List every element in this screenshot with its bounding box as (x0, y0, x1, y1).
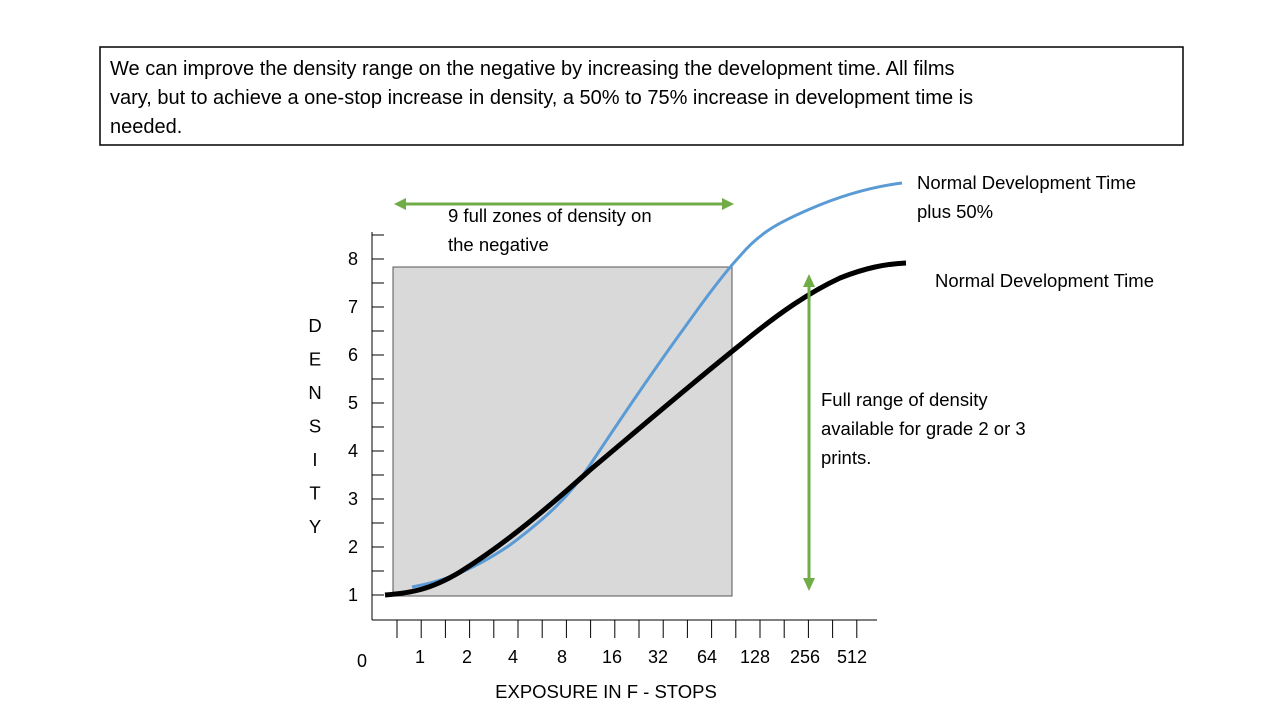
y-axis-letter: Y (309, 516, 321, 537)
blue-curve (411, 181, 903, 589)
x-tick-label: 4 (508, 647, 518, 667)
labels: We can improve the density range on the … (110, 58, 1154, 702)
y-axis-letter: E (309, 349, 321, 370)
y-tick-label: 4 (348, 441, 358, 461)
y-tick-label: 8 (348, 249, 358, 269)
tick-marks (372, 234, 858, 638)
blue-curve-label: Normal Development Time (917, 172, 1136, 193)
x-tick-label: 8 (557, 647, 567, 667)
range-arrow (803, 274, 815, 591)
y-tick-label: 7 (348, 297, 358, 317)
x-tick-label: 256 (790, 647, 820, 667)
x-tick-label: 64 (697, 647, 717, 667)
x-tick-label: 1 (415, 647, 425, 667)
y-tick-label: 3 (348, 489, 358, 509)
black-curve-label: Normal Development Time (935, 270, 1154, 291)
blue-curve-label: plus 50% (917, 201, 993, 222)
y-axis-letter: D (308, 315, 321, 336)
x-tick-label: 2 (462, 647, 472, 667)
text-box (99, 46, 1184, 146)
y-axis-letter: S (309, 416, 321, 437)
y-tick-label: 2 (348, 537, 358, 557)
header-line: vary, but to achieve a one-stop increase… (110, 87, 973, 109)
zones-note: the negative (448, 234, 549, 255)
y-tick-label: 1 (348, 585, 358, 605)
header-line: needed. (110, 116, 182, 138)
range-note: Full range of density (821, 389, 988, 410)
range-note: prints. (821, 447, 871, 468)
y-axis-letter: I (312, 449, 317, 470)
y-axis-letter: N (308, 382, 321, 403)
black-curve (384, 260, 907, 598)
x-tick-label: 0 (357, 651, 367, 671)
range-note: available for grade 2 or 3 (821, 418, 1026, 439)
zone-box (392, 266, 733, 597)
x-axis-label: EXPOSURE IN F - STOPS (495, 681, 717, 702)
x-tick-label: 16 (602, 647, 622, 667)
zones-note: 9 full zones of density on (448, 205, 652, 226)
y-tick-label: 5 (348, 393, 358, 413)
y-axis-letter: T (309, 483, 320, 504)
header-line: We can improve the density range on the … (110, 58, 955, 80)
y-tick-label: 6 (348, 345, 358, 365)
x-tick-label: 128 (740, 647, 770, 667)
x-tick-label: 32 (648, 647, 668, 667)
x-tick-label: 512 (837, 647, 867, 667)
zones-arrow (394, 198, 734, 210)
